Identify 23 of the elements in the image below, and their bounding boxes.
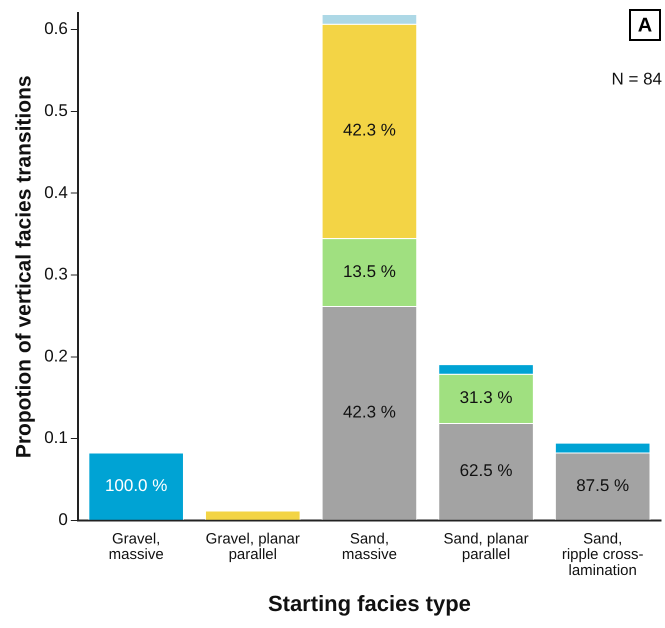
x-tick-label: Sand, ripple cross- lamination: [562, 530, 644, 579]
y-tick-label: 0.1: [44, 428, 68, 448]
annotation: 100.0 %: [104, 476, 168, 495]
annotation: 42.3 %: [342, 402, 396, 422]
annotation: 31.3 %: [460, 388, 513, 408]
annotation: N = 84: [611, 70, 662, 89]
x-tick-label: Gravel, massive: [108, 530, 164, 564]
y-tick-label: 0.4: [44, 182, 68, 202]
annotation: 87.5 %: [576, 476, 630, 495]
y-tick-label: 0.3: [44, 264, 68, 284]
annotation: 42.3 %: [342, 120, 396, 140]
y-tick-label: 0.6: [44, 19, 68, 38]
annotation: 62.5 %: [460, 461, 513, 480]
y-tick-label: 0.2: [44, 346, 68, 366]
x-tick-label: Sand, planar parallel: [444, 530, 529, 564]
y-tick-label: 0: [58, 510, 68, 530]
y-axis-title: Propotion of vertical facies transitions: [12, 75, 36, 458]
x-axis-title: Starting facies type: [268, 590, 471, 616]
x-tick-label: Gravel, planar parallel: [206, 530, 300, 564]
annotation: 13.5 %: [342, 262, 396, 281]
x-tick-label: Sand, massive: [342, 530, 397, 564]
y-tick-label: 0.5: [44, 101, 68, 120]
annotation: A: [638, 14, 652, 37]
